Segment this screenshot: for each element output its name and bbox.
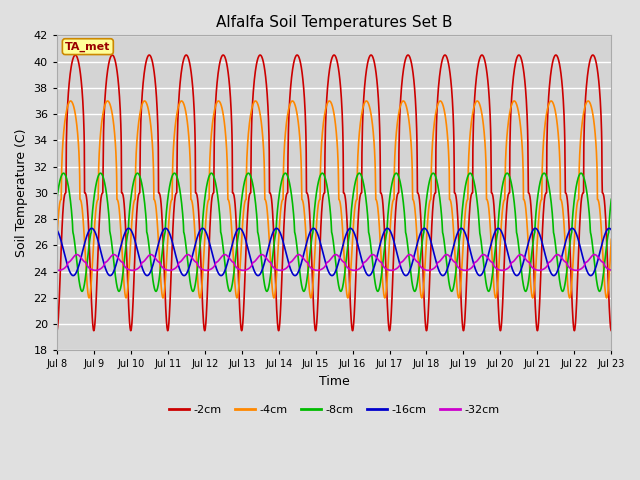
X-axis label: Time: Time (319, 375, 349, 388)
Legend: -2cm, -4cm, -8cm, -16cm, -32cm: -2cm, -4cm, -8cm, -16cm, -32cm (164, 400, 504, 419)
Title: Alfalfa Soil Temperatures Set B: Alfalfa Soil Temperatures Set B (216, 15, 452, 30)
Y-axis label: Soil Temperature (C): Soil Temperature (C) (15, 129, 28, 257)
Text: TA_met: TA_met (65, 41, 111, 52)
